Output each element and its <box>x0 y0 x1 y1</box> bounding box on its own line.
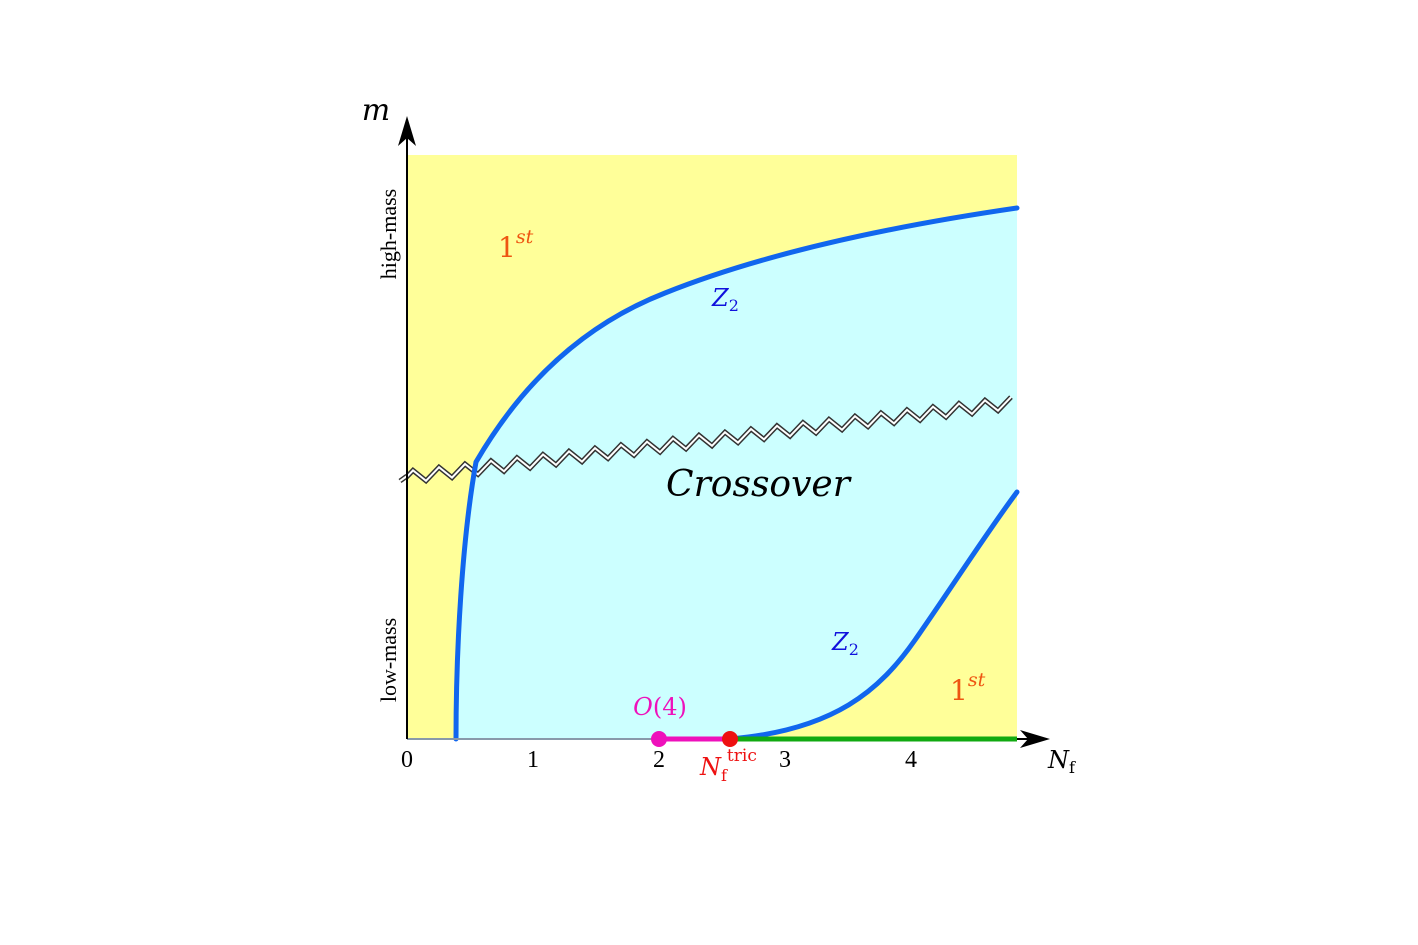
x-tick-0: 0 <box>401 747 413 773</box>
x-axis-arrowhead <box>1020 730 1050 748</box>
y-axis-label: m <box>362 93 390 128</box>
z2-line-upper <box>453 205 1020 742</box>
x-tick-labels: 0 1 2 3 4 <box>401 747 917 773</box>
first-order-label-lower: 1st <box>950 669 986 707</box>
mass-separator-zigzag <box>407 395 1013 485</box>
x-tick-4: 4 <box>905 747 917 773</box>
crossover-label: Crossover <box>666 464 852 505</box>
z2-label-lower: Z2 <box>831 628 859 659</box>
x-tick-3: 3 <box>779 747 791 773</box>
z2-label-upper: Z2 <box>711 284 739 315</box>
o4-point <box>651 731 667 747</box>
tricritical-label: Nftric <box>699 746 757 785</box>
tricritical-point <box>722 731 738 747</box>
x-tick-2: 2 <box>653 747 665 773</box>
crossover-region <box>456 208 1017 739</box>
x-tick-1: 1 <box>527 747 539 773</box>
z2-line-lower <box>727 489 1020 742</box>
x-axis-label: Nf <box>1047 746 1076 777</box>
high-mass-label: high-mass <box>376 189 401 279</box>
o4-label: O(4) <box>633 693 687 721</box>
low-mass-label: low-mass <box>376 618 401 702</box>
first-order-label-upper: 1st <box>498 226 534 264</box>
y-axis-arrowhead <box>398 116 416 146</box>
